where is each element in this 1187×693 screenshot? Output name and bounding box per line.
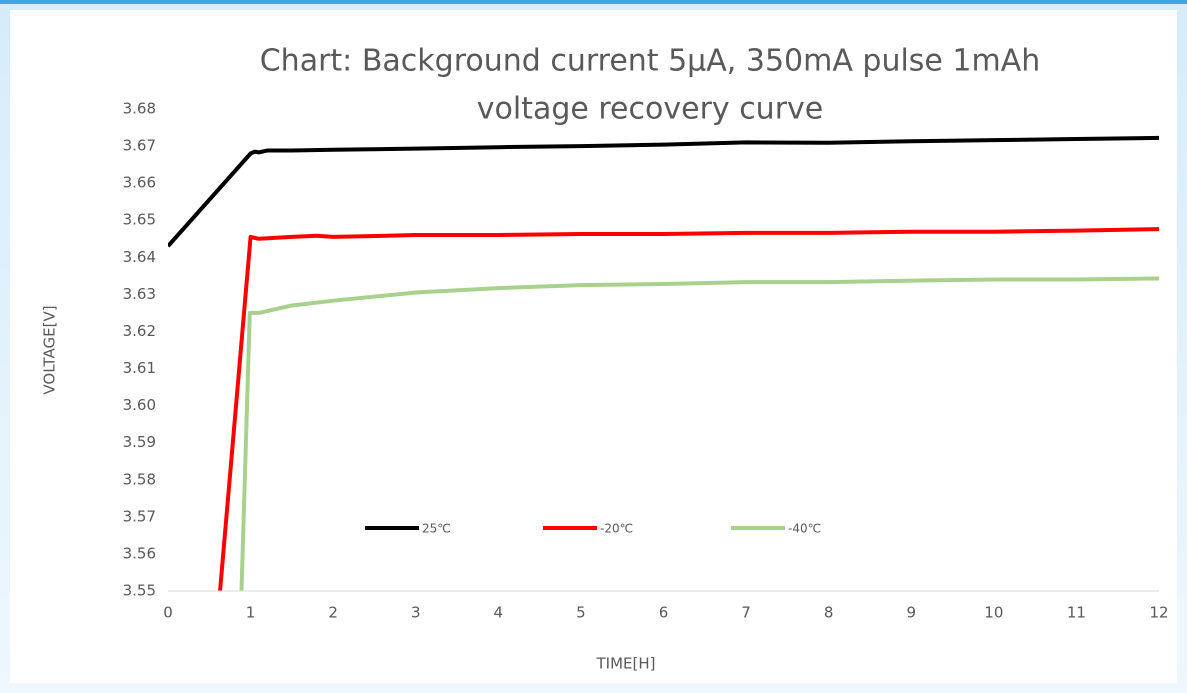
series-line [168, 135, 1160, 248]
x-tick-label: 3 [411, 604, 421, 622]
x-tick-label: 8 [824, 604, 834, 622]
legend-label: -40℃ [788, 522, 821, 536]
chart-title: voltage recovery curve [477, 92, 824, 127]
x-tick-label: 7 [741, 604, 751, 622]
y-tick-label: 3.58 [123, 470, 156, 488]
x-tick-label: 9 [906, 604, 916, 622]
y-axis-title: VOLTAGE[V] [41, 305, 59, 394]
x-tick-label: 11 [1067, 604, 1086, 622]
y-tick-label: 3.57 [123, 507, 156, 525]
y-tick-label: 3.59 [123, 433, 156, 451]
plot-area [168, 135, 1160, 591]
y-tick-label: 3.62 [123, 322, 156, 340]
chart-title: Chart: Background current 5μA, 350mA pul… [260, 44, 1041, 79]
y-tick-label: 3.66 [123, 174, 156, 192]
y-tick-label: 3.60 [123, 396, 156, 414]
y-tick-label: 3.65 [123, 211, 156, 229]
x-tick-label: 2 [328, 604, 338, 622]
y-tick-label: 3.56 [123, 544, 156, 562]
chart-panel [10, 10, 1177, 683]
x-tick-label: 6 [659, 604, 669, 622]
series-line [239, 276, 1160, 591]
x-tick-label: 0 [163, 604, 173, 622]
x-tick-label: 12 [1149, 604, 1168, 622]
y-tick-label: 3.61 [123, 359, 156, 377]
y-tick-label: 3.55 [123, 582, 156, 600]
y-tick-label: 3.68 [123, 100, 156, 118]
x-tick-label: 1 [246, 604, 256, 622]
x-tick-label: 5 [576, 604, 586, 622]
y-tick-label: 3.64 [123, 248, 156, 266]
y-tick-label: 3.67 [123, 137, 156, 155]
legend-label: 25℃ [422, 522, 451, 536]
x-axis-title: TIME[H] [596, 655, 656, 673]
frame-top [0, 0, 1187, 4]
y-tick-label: 3.63 [123, 285, 156, 303]
series-line [218, 227, 1160, 591]
legend-label: -20℃ [600, 522, 633, 536]
x-tick-label: 4 [494, 604, 504, 622]
x-tick-label: 10 [984, 604, 1003, 622]
